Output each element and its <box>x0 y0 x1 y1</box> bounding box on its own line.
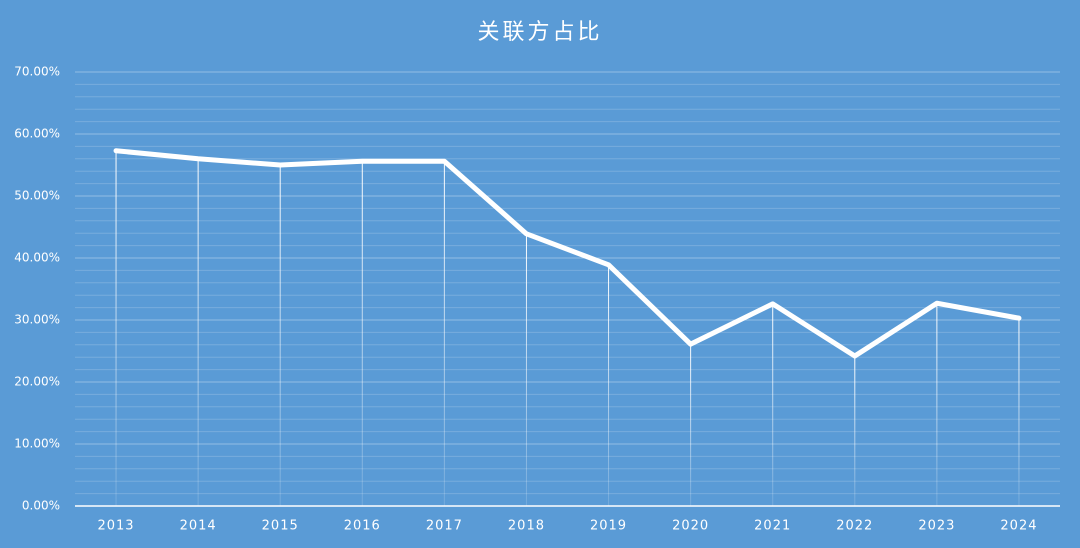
drop-line <box>772 303 774 506</box>
x-tick-label: 2021 <box>754 519 791 534</box>
y-tick-label: 20.00% <box>14 375 60 389</box>
drop-line <box>197 158 199 507</box>
y-tick-label: 50.00% <box>14 189 60 203</box>
y-tick-label: 10.00% <box>14 437 60 451</box>
x-tick-label: 2017 <box>426 519 463 534</box>
x-tick-label: 2013 <box>97 519 134 534</box>
y-tick-label: 30.00% <box>14 313 60 327</box>
x-tick-label: 2016 <box>344 519 381 534</box>
x-tick-label: 2023 <box>918 519 955 534</box>
x-tick-label: 2014 <box>180 519 217 534</box>
drop-line <box>115 150 117 507</box>
line <box>113 148 1022 359</box>
drop-line <box>936 303 938 506</box>
y-tick-label: 0.00% <box>22 499 60 513</box>
drop-line <box>1018 318 1020 506</box>
drop-line <box>608 264 610 506</box>
drop-line <box>361 161 363 506</box>
x-tick-label: 2020 <box>672 519 709 534</box>
x-tick-label: 2018 <box>508 519 545 534</box>
drop-line <box>443 161 445 506</box>
x-tick-label: 2019 <box>590 519 627 534</box>
x-tick-label: 2022 <box>836 519 873 534</box>
y-tick-label: 70.00% <box>14 65 60 79</box>
drop-line <box>690 344 692 506</box>
y-tick-label: 40.00% <box>14 251 60 265</box>
drop-line <box>525 233 527 506</box>
x-tick-label: 2024 <box>1000 519 1037 534</box>
drop-line <box>854 355 856 506</box>
chart-title: 关联方占比 <box>477 20 602 45</box>
y-tick-label: 60.00% <box>14 127 60 141</box>
drop-line <box>279 165 281 506</box>
x-tick-label: 2015 <box>262 519 299 534</box>
